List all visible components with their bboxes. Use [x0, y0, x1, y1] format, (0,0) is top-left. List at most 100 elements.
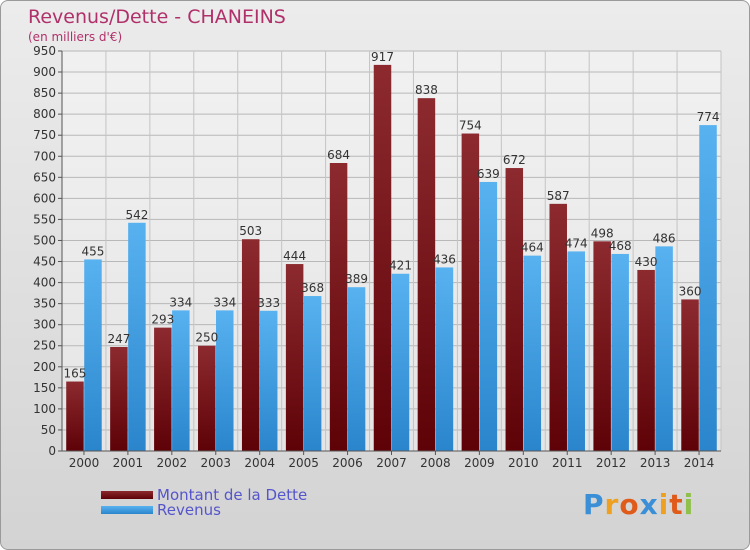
- revenus-value-label: 639: [477, 167, 500, 181]
- dette-bar: [241, 239, 260, 451]
- chart-subtitle: (en milliers d'€): [28, 30, 123, 44]
- dette-bar: [461, 133, 480, 452]
- x-tick-label: 2008: [420, 456, 451, 470]
- legend-swatch-dette: [101, 491, 153, 499]
- y-tick-label: 900: [33, 65, 56, 79]
- revenus-value-label: 334: [213, 295, 236, 309]
- y-tick-label: 450: [33, 255, 56, 269]
- revenus-bar: [172, 310, 190, 451]
- y-tick-label: 200: [33, 360, 56, 374]
- y-tick-label: 50: [41, 423, 56, 437]
- revenus-value-label: 486: [653, 231, 676, 245]
- revenus-bar: [435, 267, 454, 451]
- logo-letter: t: [669, 488, 684, 521]
- dette-bar: [66, 381, 84, 451]
- y-tick-label: 750: [33, 128, 56, 142]
- x-tick-label: 2012: [596, 456, 627, 470]
- legend-item-dette: Montant de la Dette: [101, 486, 308, 504]
- x-tick-label: 2009: [464, 456, 495, 470]
- logo-letter: P: [583, 488, 605, 521]
- dette-bar: [198, 345, 216, 451]
- dette-value-label: 917: [371, 50, 394, 64]
- logo-letter: i: [683, 488, 695, 521]
- x-tick-label: 2002: [157, 456, 188, 470]
- dette-value-label: 838: [415, 83, 438, 97]
- dette-bar: [110, 347, 128, 451]
- y-tick-label: 400: [33, 276, 56, 290]
- x-tick-label: 2005: [288, 456, 319, 470]
- revenus-bar: [347, 287, 366, 451]
- dette-bar: [637, 269, 655, 451]
- dette-value-label: 498: [591, 226, 614, 240]
- revenus-bar: [611, 253, 629, 451]
- y-tick-label: 250: [33, 339, 56, 353]
- revenus-bar: [391, 273, 410, 451]
- revenus-value-label: 421: [389, 259, 412, 273]
- revenus-bar: [655, 246, 673, 451]
- x-tick-label: 2003: [200, 456, 231, 470]
- dette-value-label: 754: [459, 119, 482, 133]
- x-tick-label: 2006: [332, 456, 363, 470]
- dette-value-label: 247: [107, 332, 130, 346]
- dette-value-label: 444: [283, 249, 306, 263]
- revenus-bar: [523, 255, 542, 451]
- logo-letter: i: [658, 488, 670, 521]
- revenus-bar: [84, 259, 102, 451]
- x-tick-label: 2010: [508, 456, 539, 470]
- revenus-value-label: 455: [82, 244, 105, 258]
- dette-value-label: 672: [503, 153, 526, 167]
- y-tick-label: 150: [33, 381, 56, 395]
- revenus-value-label: 468: [609, 239, 632, 253]
- revenus-value-label: 368: [301, 281, 324, 295]
- dette-bar: [329, 163, 348, 451]
- y-tick-label: 850: [33, 86, 56, 100]
- y-tick-label: 950: [33, 44, 56, 58]
- logo-letter: r: [604, 488, 620, 521]
- revenus-bar: [479, 181, 498, 451]
- dette-value-label: 587: [547, 189, 570, 203]
- revenus-value-label: 474: [565, 236, 588, 250]
- legend-label-revenus: Revenus: [157, 501, 221, 519]
- dette-bar: [417, 98, 436, 451]
- y-tick-label: 700: [33, 149, 56, 163]
- revenus-value-label: 774: [697, 110, 720, 124]
- legend-label-dette: Montant de la Dette: [157, 486, 308, 504]
- dette-value-label: 430: [635, 255, 658, 269]
- dette-bar: [154, 327, 172, 451]
- y-tick-label: 800: [33, 107, 56, 121]
- revenus-value-label: 389: [345, 272, 368, 286]
- y-tick-label: 500: [33, 233, 56, 247]
- y-tick-label: 350: [33, 297, 56, 311]
- y-tick-label: 100: [33, 402, 56, 416]
- dette-value-label: 165: [64, 367, 87, 381]
- x-tick-label: 2013: [640, 456, 671, 470]
- dette-bar: [681, 299, 699, 451]
- y-tick-label: 0: [48, 444, 56, 458]
- dette-bar: [373, 64, 392, 451]
- dette-value-label: 293: [151, 313, 174, 327]
- proxiti-logo: Proxiti: [583, 488, 694, 521]
- logo-letter: x: [639, 488, 659, 521]
- y-tick-label: 650: [33, 170, 56, 184]
- dette-value-label: 250: [195, 331, 218, 345]
- revenus-value-label: 542: [125, 208, 148, 222]
- dette-value-label: 503: [239, 224, 262, 238]
- dette-bar: [285, 264, 304, 451]
- revenus-value-label: 334: [169, 295, 192, 309]
- revenus-value-label: 464: [521, 241, 544, 255]
- x-tick-label: 2007: [376, 456, 407, 470]
- dette-bar: [549, 203, 567, 451]
- y-tick-label: 550: [33, 212, 56, 226]
- revenus-bar: [259, 310, 278, 451]
- revenus-value-label: 436: [433, 252, 456, 266]
- x-tick-label: 2004: [244, 456, 275, 470]
- x-tick-label: 2011: [552, 456, 583, 470]
- revenus-bar: [303, 296, 322, 451]
- legend-swatch-revenus: [101, 506, 153, 514]
- revenus-value-label: 333: [257, 296, 280, 310]
- x-tick-label: 2014: [684, 456, 715, 470]
- revenus-bar: [699, 125, 717, 452]
- logo-letter: o: [619, 488, 640, 521]
